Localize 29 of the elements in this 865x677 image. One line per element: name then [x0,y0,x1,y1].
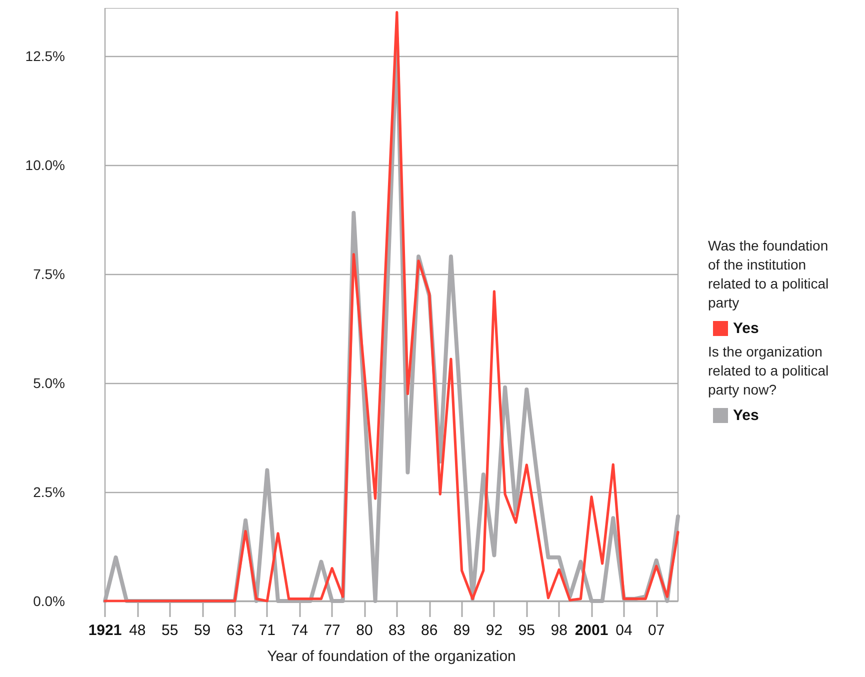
x-tick-label: 04 [616,622,632,639]
x-tick-label: 2001 [574,622,608,639]
legend-label: Yes [733,320,759,337]
x-tick-label: 89 [453,622,470,639]
x-tick-label: 92 [486,622,503,639]
x-tick-label: 48 [129,622,146,639]
x-tick-label: 59 [194,622,211,639]
y-tick-label: 5.0% [33,374,65,391]
x-tick-label: 98 [550,622,568,639]
x-tick-label: 80 [356,622,373,639]
x-tick-label: 95 [518,622,535,639]
y-tick-label: 10.0% [25,156,65,173]
x-tick-label: 83 [388,622,406,639]
legend-label: Yes [733,407,759,424]
x-tick-label: 74 [291,622,308,639]
text: Was the foundation of the institution related to a political party [708,238,833,310]
x-tick-label: 1921 [88,622,122,639]
y-tick-label: 0.0% [33,593,65,609]
x-tick-label: 71 [258,622,276,639]
x-tick-label: 55 [162,622,178,639]
x-tick-label: 77 [324,622,340,639]
y-tick-label: 12.5% [25,48,65,64]
x-axis-title: Year of foundation of the organization [267,648,516,665]
x-tick-label: 07 [648,622,665,639]
y-tick-label: 7.5% [33,266,65,282]
x-tick-label: 63 [226,622,244,639]
x-tick-label: 86 [420,622,438,639]
y-tick-label: 2.5% [33,484,65,500]
text: Is the organization related to a political party now? [708,344,833,398]
